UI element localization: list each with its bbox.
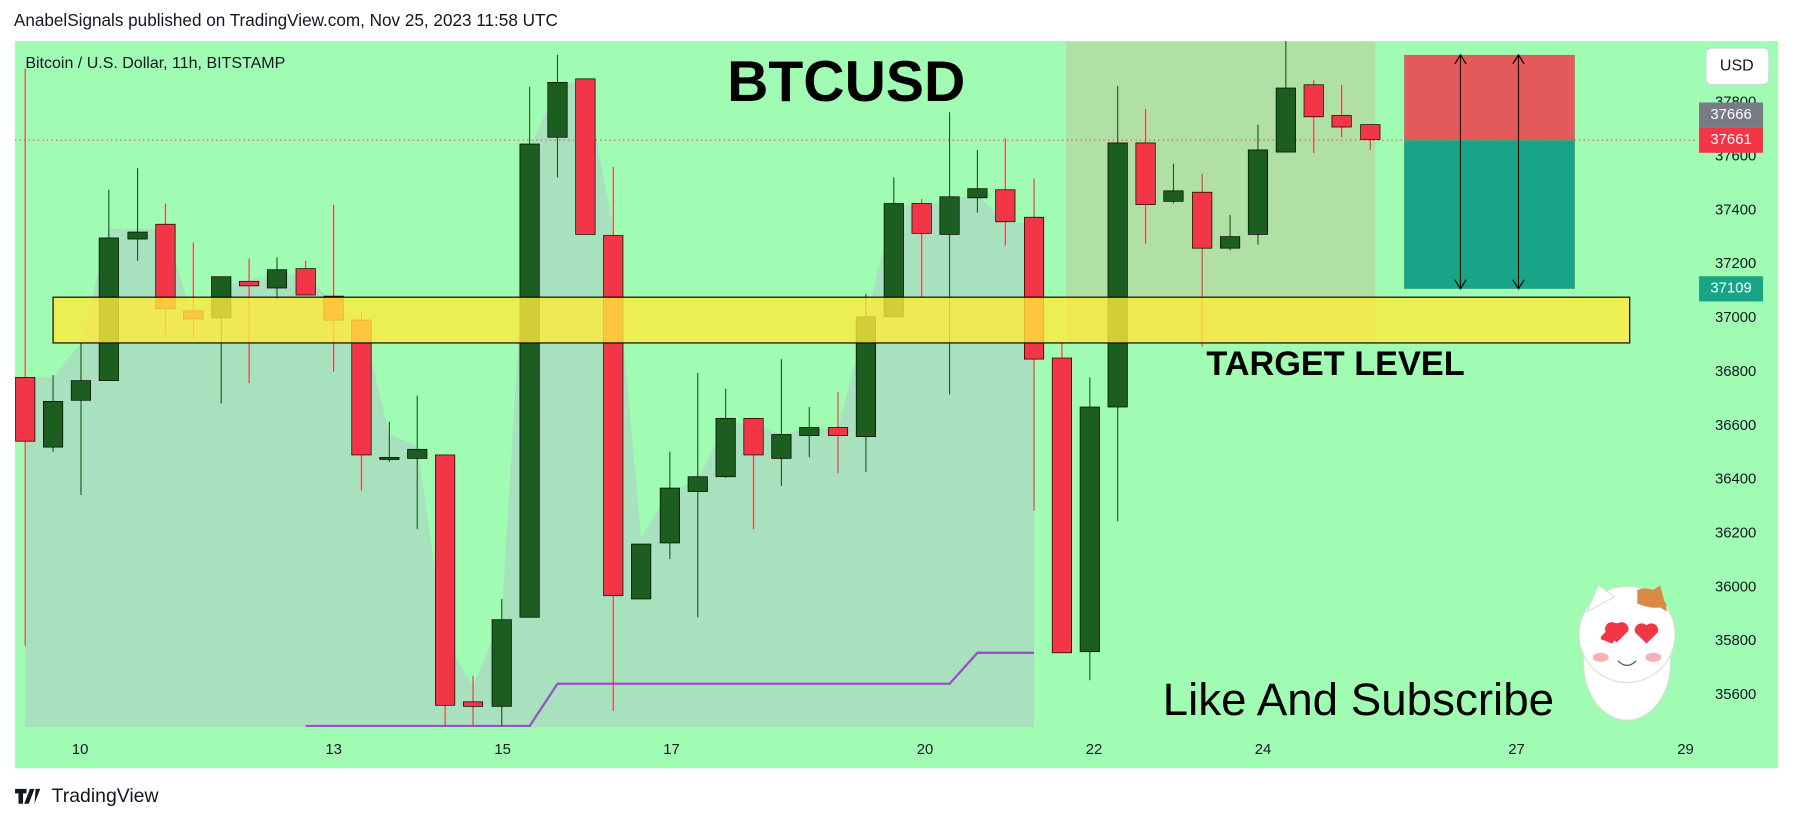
price-label: 37109 xyxy=(1710,281,1751,297)
candle-body xyxy=(1247,149,1269,235)
candle-body xyxy=(155,223,176,310)
annotation: Like And Subscribe xyxy=(1163,674,1554,725)
y-tick-label: 37000 xyxy=(1715,310,1756,326)
candle-body xyxy=(462,701,484,707)
candle-body xyxy=(575,78,596,235)
target-zone xyxy=(52,296,1631,344)
position-arrow xyxy=(1512,53,1525,290)
candle-body xyxy=(295,268,316,296)
annotation: TARGET LEVEL xyxy=(1206,345,1464,383)
candle-body xyxy=(1331,115,1352,128)
candle-body xyxy=(687,476,708,492)
candle-body xyxy=(407,448,428,459)
candle-body xyxy=(995,189,1016,223)
candle-body xyxy=(547,82,568,138)
candle-body xyxy=(127,231,148,240)
footer: TradingView xyxy=(52,785,160,807)
price-label-box xyxy=(1699,102,1764,128)
candle-body xyxy=(659,487,680,544)
currency-button[interactable] xyxy=(1705,47,1770,86)
y-tick-label: 36600 xyxy=(1715,418,1756,434)
candle-body xyxy=(1163,190,1184,202)
y-tick-label: 36200 xyxy=(1715,525,1756,541)
y-tick-label: 37200 xyxy=(1715,256,1756,272)
candle-body xyxy=(603,235,624,597)
currency: USD xyxy=(1720,58,1754,75)
price-label-box xyxy=(1699,276,1764,302)
candle-body xyxy=(827,427,849,436)
candle-body xyxy=(911,203,932,234)
y-tick-label: 35600 xyxy=(1715,687,1756,703)
position-target xyxy=(1404,140,1575,289)
candle-body xyxy=(771,434,792,459)
candle-body xyxy=(1303,84,1324,118)
x-tick-label: 24 xyxy=(1255,742,1272,758)
price-label: 37661 xyxy=(1710,132,1751,148)
candle-body xyxy=(967,188,988,199)
candle-body xyxy=(939,196,960,235)
candle-body xyxy=(1079,406,1100,653)
candle-body xyxy=(631,543,652,600)
candle-body xyxy=(266,269,288,289)
symbol: Bitcoin / U.S. Dollar, 11h, BITSTAMP xyxy=(25,55,285,72)
candle-body xyxy=(1107,142,1128,408)
x-tick-label: 10 xyxy=(72,742,89,758)
candle-body xyxy=(435,454,456,706)
y-tick-label: 37400 xyxy=(1715,202,1756,218)
y-tick-label: 36000 xyxy=(1715,579,1756,595)
candle-body xyxy=(70,380,92,401)
candle-body xyxy=(1360,124,1381,140)
candle-body xyxy=(715,417,736,478)
position-stop xyxy=(1404,54,1575,141)
y-tick-label: 36400 xyxy=(1715,472,1756,488)
candle-body xyxy=(1051,357,1072,654)
candle-body xyxy=(43,401,64,448)
candle-body xyxy=(1192,191,1213,249)
plot xyxy=(15,41,1696,728)
candle-body xyxy=(519,143,540,618)
candle-body xyxy=(1275,87,1296,153)
indicator-line xyxy=(305,651,1035,728)
x-tick-label: 29 xyxy=(1677,742,1694,758)
cat-sticker xyxy=(1578,584,1676,721)
y-tick-label: 36800 xyxy=(1715,364,1756,380)
x-tick-label: 17 xyxy=(663,742,680,758)
candle-body xyxy=(799,427,820,436)
x-tick-label: 27 xyxy=(1508,742,1525,758)
x-tick-label: 15 xyxy=(494,742,511,758)
candle-body xyxy=(15,377,36,442)
tradingview-logo xyxy=(15,788,41,804)
candle-body xyxy=(1135,142,1156,205)
x-tick-label: 13 xyxy=(325,742,342,758)
x-tick-label: 22 xyxy=(1086,742,1103,758)
position-arrow xyxy=(1454,53,1467,290)
candle-body xyxy=(743,417,764,456)
header: AnabelSignals published on TradingView.c… xyxy=(14,10,558,30)
y-tick-label: 35800 xyxy=(1715,633,1756,649)
price-label-box xyxy=(1699,127,1764,153)
candle-body xyxy=(1220,236,1241,249)
chart-title: BTCUSD xyxy=(727,50,965,114)
candle-body xyxy=(379,457,400,460)
candle-body xyxy=(491,619,512,707)
x-tick-label: 20 xyxy=(917,742,934,758)
candle-body xyxy=(239,280,260,287)
price-label: 37666 xyxy=(1710,107,1751,123)
